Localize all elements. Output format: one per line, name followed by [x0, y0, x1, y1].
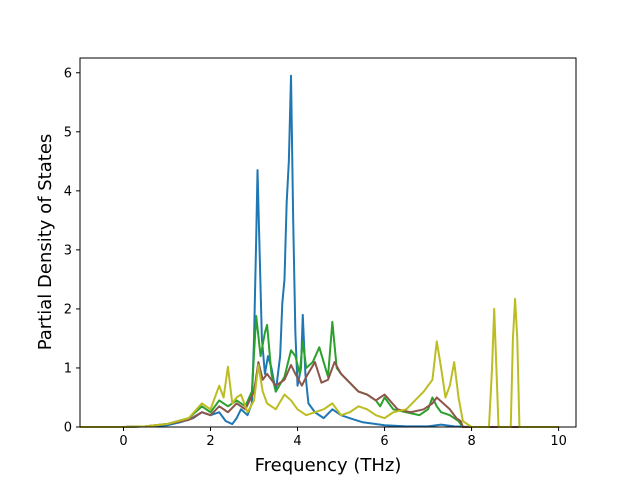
series-line-3: [80, 361, 559, 428]
y-tick-label: 2: [64, 302, 72, 317]
y-axis-label: Partial Density of States: [35, 134, 56, 351]
plot-frame: [79, 57, 577, 428]
series-line-2: [80, 315, 559, 428]
x-tick-label: 2: [206, 434, 214, 449]
x-axis-label: Frequency (THz): [255, 455, 402, 476]
series-line-1: [80, 74, 559, 428]
y-tick-label: 5: [64, 125, 72, 140]
series-line-4: [80, 297, 559, 428]
x-tick-label: 8: [467, 434, 475, 449]
y-tick-label: 0: [64, 421, 72, 436]
x-tick-label: 10: [550, 434, 567, 449]
y-tick-label: 1: [64, 361, 72, 376]
x-tick-label: 6: [380, 434, 388, 449]
y-tick-label: 6: [64, 66, 72, 81]
y-tick-label: 3: [64, 243, 72, 258]
y-axis-ticks: 0 1 2 3 4 5 6: [64, 66, 80, 436]
series-lines: [80, 74, 559, 428]
x-tick-label: 4: [293, 434, 301, 449]
y-tick-label: 4: [64, 184, 72, 199]
x-axis-ticks: 0 2 4 6 8 10: [119, 427, 567, 449]
x-tick-label: 0: [119, 434, 127, 449]
